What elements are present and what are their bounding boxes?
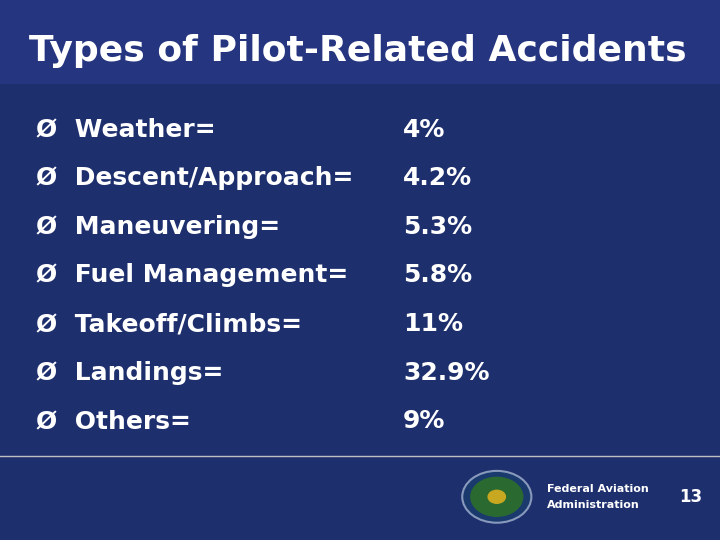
Text: Ø  Landings=: Ø Landings=: [36, 361, 223, 384]
Circle shape: [488, 490, 505, 503]
Bar: [0, 0, 720, 84]
Text: 9%: 9%: [403, 409, 446, 433]
Circle shape: [462, 471, 531, 523]
Text: 4.2%: 4.2%: [403, 166, 472, 190]
Text: 11%: 11%: [403, 312, 463, 336]
Text: Types of Pilot-Related Accidents: Types of Pilot-Related Accidents: [29, 35, 686, 68]
Text: 5.8%: 5.8%: [403, 264, 472, 287]
Text: Ø  Maneuvering=: Ø Maneuvering=: [36, 215, 280, 239]
Text: Federal Aviation: Federal Aviation: [547, 484, 649, 494]
Circle shape: [471, 477, 523, 516]
Text: 13: 13: [680, 488, 703, 506]
Text: 4%: 4%: [403, 118, 446, 141]
Text: Administration: Administration: [547, 500, 640, 510]
Text: Ø  Others=: Ø Others=: [36, 409, 191, 433]
Text: 32.9%: 32.9%: [403, 361, 490, 384]
Text: Ø  Descent/Approach=: Ø Descent/Approach=: [36, 166, 354, 190]
Text: Ø  Fuel Management=: Ø Fuel Management=: [36, 264, 348, 287]
Text: Ø  Weather=: Ø Weather=: [36, 118, 215, 141]
Text: Ø  Takeoff/Climbs=: Ø Takeoff/Climbs=: [36, 312, 302, 336]
Text: 5.3%: 5.3%: [403, 215, 472, 239]
